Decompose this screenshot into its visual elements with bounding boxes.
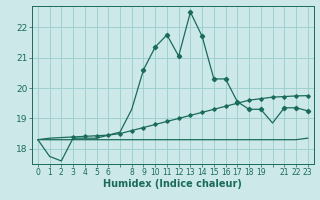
X-axis label: Humidex (Indice chaleur): Humidex (Indice chaleur) xyxy=(103,179,242,189)
